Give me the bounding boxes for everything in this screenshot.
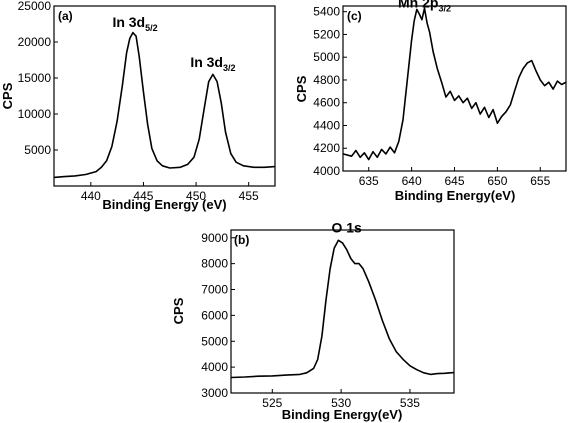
- panel-b-xlabel: Binding Energy(eV): [282, 407, 403, 422]
- panel-b-peak-label: O 1s: [331, 219, 362, 235]
- panel-a-ytick-label: 10000: [18, 107, 52, 121]
- panel-b-xtick-label: 525: [262, 396, 282, 410]
- panel-a-peak-label-subscript: 3/2: [223, 63, 236, 73]
- panel-a-spectrum-line: [53, 31, 276, 179]
- panel-c-frame: [342, 5, 567, 172]
- panel-b-ytick-label: 7000: [201, 283, 228, 297]
- panel-a-frame: [53, 5, 276, 187]
- panel-a-peak-label-subscript: 5/2: [145, 23, 158, 33]
- panel-a-ytick-label: 20000: [18, 35, 52, 49]
- panel-b: (b) 525 530 535 3000 4000 5000 6000 7000 8000 900…: [171, 219, 455, 422]
- panel-b-annotations: O 1s: [331, 219, 362, 235]
- panel-b-ticks: 525 530 535 3000 4000 5000 6000 7000 8000 9000: [201, 231, 420, 410]
- panel-c-ytick-label: 4200: [313, 141, 340, 155]
- panel-c-xtick-label: 655: [530, 174, 550, 188]
- panel-a-xtick-label: 445: [133, 189, 153, 203]
- panel-c-annotations: Mn 2p3/2: [398, 0, 451, 14]
- panel-c-ylabel: CPS: [294, 75, 309, 102]
- panel-a-label: (a): [58, 9, 73, 23]
- panel-b-frame: [230, 229, 455, 394]
- panel-c-xtick-label: 650: [487, 174, 507, 188]
- panel-c-ytick-label: 5400: [313, 5, 340, 19]
- panel-b-xtick-label: 535: [400, 396, 420, 410]
- panel-a-peak-label: In 3d3/2: [190, 54, 235, 73]
- panel-a-xlabel: Binding Energy (eV): [102, 197, 226, 212]
- panel-b-label: (b): [234, 233, 249, 247]
- panel-c-xlabel: Binding Energy(eV): [395, 188, 516, 203]
- panel-c-peak-label-main: Mn 2p: [398, 0, 438, 11]
- panel-b-peak-label-main: O 1s: [331, 219, 362, 235]
- panel-b-ytick-label: 6000: [201, 308, 228, 322]
- panel-c-xtick-label: 645: [444, 174, 464, 188]
- panel-a-xtick-label: 440: [81, 189, 101, 203]
- panel-c-ticks: 635 640 645 650 655 4000 4200 4400 4600 4800 5000 5…: [313, 5, 550, 188]
- panel-b-xtick-label: 530: [331, 396, 351, 410]
- panel-c-spectrum-line: [342, 7, 567, 161]
- panel-b-ytick-label: 5000: [201, 334, 228, 348]
- panel-b-ytick-label: 9000: [201, 231, 228, 245]
- panel-c-ytick-label: 4400: [313, 118, 340, 132]
- panel-b-ytick-label: 4000: [201, 360, 228, 374]
- panel-a-peak-label: In 3d5/2: [112, 14, 157, 33]
- panel-c-ytick-label: 5200: [313, 27, 340, 41]
- panel-a-peak-label-main: In 3d: [112, 14, 145, 30]
- panel-c-ytick-label: 4000: [313, 164, 340, 178]
- panel-a-ytick-label: 15000: [18, 71, 52, 85]
- panel-c-peak-label: Mn 2p3/2: [398, 0, 451, 14]
- panel-a-xtick-label: 455: [239, 189, 259, 203]
- panel-b-ytick-label: 8000: [201, 257, 228, 271]
- panel-c-ytick-label: 5000: [313, 50, 340, 64]
- panel-b-ylabel: CPS: [171, 297, 186, 324]
- panel-c-peak-label-subscript: 3/2: [438, 4, 451, 14]
- panel-a-ylabel: CPS: [0, 82, 15, 109]
- panel-c: (c) 635 640 645 650 655 4000 4200 4400 4600 4800 5…: [294, 0, 567, 203]
- panel-c-ytick-label: 4800: [313, 73, 340, 87]
- panel-a-ticks: 440 445 450 455 5000 10000 15000 20000 25000: [18, 0, 259, 203]
- panel-a-annotations: In 3d5/2In 3d3/2: [112, 14, 235, 73]
- panel-a-peak-label-main: In 3d: [190, 54, 223, 70]
- panel-c-xtick-label: 640: [402, 174, 422, 188]
- panel-c-xtick-label: 635: [359, 174, 379, 188]
- panel-a-ytick-label: 25000: [18, 0, 52, 13]
- panel-b-ytick-label: 3000: [201, 386, 228, 400]
- panel-b-spectrum-line: [230, 239, 455, 379]
- panel-a-xtick-label: 450: [186, 189, 206, 203]
- panel-a: (a) 440 445 450 455 5000 10000 15000 20000 25000…: [0, 0, 276, 212]
- panel-a-ytick-label: 5000: [24, 143, 51, 157]
- panel-c-label: (c): [347, 9, 362, 23]
- panel-c-ytick-label: 4600: [313, 96, 340, 110]
